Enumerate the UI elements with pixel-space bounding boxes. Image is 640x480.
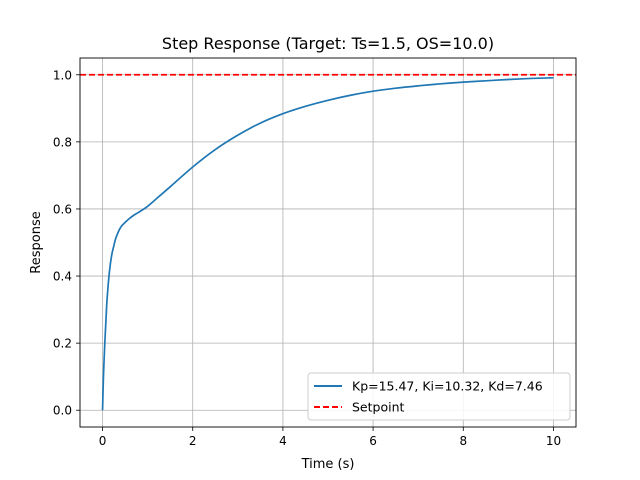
chart-title: Step Response (Target: Ts=1.5, OS=10.0) [162,34,494,53]
x-axis-label: Time (s) [301,457,355,472]
plot-frame [79,57,577,428]
axis-ticks: 0 2 4 6 8 10 0.0 0.2 0.4 0.6 0.8 1.0 [53,68,561,448]
legend-label-setpoint: Setpoint [352,400,405,415]
grid [80,58,576,427]
x-tick-label: 0 [99,434,107,448]
x-tick-label: 6 [369,434,377,448]
y-tick-label: 0.8 [53,135,72,149]
legend-label-response: Kp=15.47, Ki=10.32, Kd=7.46 [352,379,543,394]
y-tick-label: 0.0 [53,404,72,418]
x-tick-label: 10 [546,434,561,448]
x-tick-label: 8 [459,434,467,448]
y-axis-label: Response [29,211,44,273]
y-tick-label: 0.6 [53,202,72,216]
x-tick-label: 4 [279,434,287,448]
plot-area [80,73,576,411]
legend-box [307,372,571,421]
y-tick-label: 1.0 [53,68,72,82]
x-tick-label: 2 [189,434,197,448]
y-tick-label: 0.2 [53,337,72,351]
response-series-line [101,76,554,411]
legend: Kp=15.47, Ki=10.32, Kd=7.46 Setpoint [307,372,571,421]
y-tick-label: 0.4 [53,270,72,284]
